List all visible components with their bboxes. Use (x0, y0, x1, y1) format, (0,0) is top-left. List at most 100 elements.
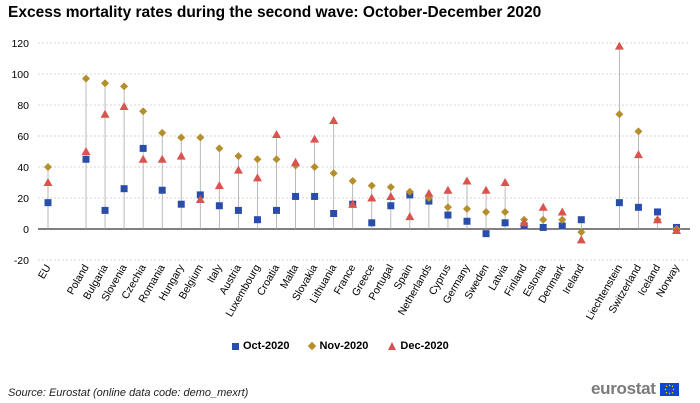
y-tick-label: 80 (17, 100, 29, 112)
oct-point (387, 202, 395, 210)
oct-point (253, 216, 261, 224)
dec-point (138, 154, 148, 163)
y-tick-label: 60 (17, 131, 29, 143)
y-tick-label: 0 (23, 224, 29, 236)
nov-point (443, 203, 452, 212)
eu-flag-icon (659, 382, 679, 396)
dec-point (348, 199, 358, 208)
oct-point (615, 199, 623, 207)
nov-point (615, 110, 624, 119)
nov-point (310, 163, 319, 171)
legend-item-dec: Dec-2020 (388, 340, 449, 352)
dec-point (672, 226, 682, 235)
nov-point (348, 176, 357, 185)
nov-point (234, 152, 243, 161)
dec-point (310, 134, 320, 143)
dec-point (519, 218, 529, 227)
dec-point (233, 165, 243, 174)
nov-point (215, 144, 224, 153)
legend-square-icon (232, 342, 239, 350)
legend-item-oct: Oct-2020 (232, 340, 289, 352)
oct-point (330, 210, 338, 217)
nov-point (253, 155, 262, 164)
oct-point (558, 222, 566, 230)
oct-point (196, 191, 204, 199)
dec-point (195, 195, 205, 204)
dec-point (424, 188, 434, 197)
oct-point (539, 223, 547, 231)
nov-point (482, 207, 491, 216)
nov-point (463, 204, 471, 213)
y-tick-label: 100 (11, 69, 29, 81)
eurostat-logo: eurostat (591, 379, 679, 399)
source-note: Source: Eurostat (online data code: demo… (8, 387, 249, 399)
oct-point (215, 202, 223, 210)
oct-point (444, 211, 452, 219)
dec-point (100, 109, 110, 118)
legend-item-nov: Nov-2020 (308, 340, 369, 352)
oct-point (177, 200, 185, 208)
dec-point (214, 181, 224, 190)
oct-point (654, 208, 661, 216)
y-tick-label: 40 (17, 162, 29, 174)
oct-point (634, 203, 642, 211)
dec-point (367, 193, 377, 202)
oct-point (273, 206, 280, 214)
dec-point (576, 235, 586, 244)
chart-legend: Oct-2020 Nov-2020 Dec-2020 (232, 340, 449, 352)
nov-point (139, 107, 148, 116)
oct-point (501, 219, 509, 227)
nov-point (120, 82, 129, 91)
legend-diamond-icon (308, 341, 317, 351)
nov-point (101, 79, 110, 88)
nov-point (329, 169, 338, 178)
oct-point (139, 144, 147, 152)
nov-point (558, 215, 567, 224)
dec-point (386, 191, 396, 200)
dec-point (614, 41, 624, 50)
legend-label-nov: Nov-2020 (319, 340, 369, 352)
nov-point (367, 181, 376, 190)
dec-point (176, 151, 186, 160)
dec-point (557, 207, 567, 216)
oct-point (463, 217, 471, 225)
chart-title: Excess mortality rates during the second… (8, 4, 542, 21)
dec-point (272, 129, 281, 138)
dec-point (157, 154, 167, 163)
nov-point (405, 187, 414, 196)
oct-point (101, 206, 109, 214)
dec-point (500, 178, 510, 186)
dec-point (481, 185, 491, 194)
nov-point (539, 215, 548, 224)
oct-point (311, 192, 319, 200)
dec-point (291, 157, 301, 166)
nov-point (44, 163, 52, 171)
dec-point (633, 150, 643, 159)
dec-point (329, 116, 339, 124)
oct-point (82, 155, 90, 163)
nov-point (158, 128, 167, 137)
legend-triangle-icon (388, 342, 397, 350)
oct-point (44, 199, 52, 207)
oct-point (368, 219, 376, 227)
nov-point (501, 207, 510, 216)
nov-point (634, 127, 643, 136)
dec-point (653, 215, 662, 224)
dec-point (462, 176, 472, 185)
oct-point (292, 192, 300, 200)
y-tick-label: 120 (11, 38, 29, 50)
nov-point (386, 183, 395, 192)
logo-text: eurostat (591, 379, 656, 398)
dec-point (81, 147, 91, 155)
nov-point (577, 228, 586, 237)
oct-point (158, 186, 166, 194)
nov-point (177, 133, 186, 142)
oct-point (577, 216, 585, 224)
dec-point (443, 185, 453, 194)
dec-point (252, 173, 262, 182)
nov-point (272, 155, 281, 164)
x-tick-label: EU (36, 263, 54, 282)
y-tick-label: 20 (17, 193, 29, 205)
dec-point (119, 102, 129, 111)
